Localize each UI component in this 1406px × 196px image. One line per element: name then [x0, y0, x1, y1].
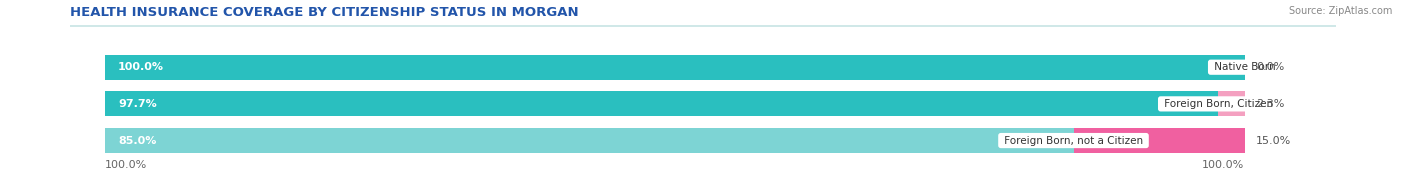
Text: Foreign Born, not a Citizen: Foreign Born, not a Citizen [1001, 136, 1146, 146]
Legend: With Coverage, Without Coverage: With Coverage, Without Coverage [588, 195, 818, 196]
Text: 100.0%: 100.0% [104, 160, 146, 170]
Bar [104, 55, 1244, 80]
Bar [104, 91, 1244, 116]
Bar [104, 55, 1244, 80]
Text: HEALTH INSURANCE COVERAGE BY CITIZENSHIP STATUS IN MORGAN: HEALTH INSURANCE COVERAGE BY CITIZENSHIP… [70, 6, 579, 19]
Bar [1218, 91, 1244, 116]
Text: 2.3%: 2.3% [1256, 99, 1284, 109]
Text: 0.0%: 0.0% [1256, 62, 1284, 72]
Text: 97.7%: 97.7% [118, 99, 157, 109]
Bar [104, 91, 1218, 116]
Bar [1074, 128, 1244, 153]
Text: Foreign Born, Citizen: Foreign Born, Citizen [1160, 99, 1277, 109]
Text: 100.0%: 100.0% [118, 62, 165, 72]
Text: 85.0%: 85.0% [118, 136, 156, 146]
Text: 100.0%: 100.0% [1202, 160, 1244, 170]
Text: Native Born: Native Born [1211, 62, 1278, 72]
Text: Source: ZipAtlas.com: Source: ZipAtlas.com [1288, 6, 1392, 16]
Bar [104, 128, 1074, 153]
Bar [104, 128, 1244, 153]
Text: 15.0%: 15.0% [1256, 136, 1291, 146]
